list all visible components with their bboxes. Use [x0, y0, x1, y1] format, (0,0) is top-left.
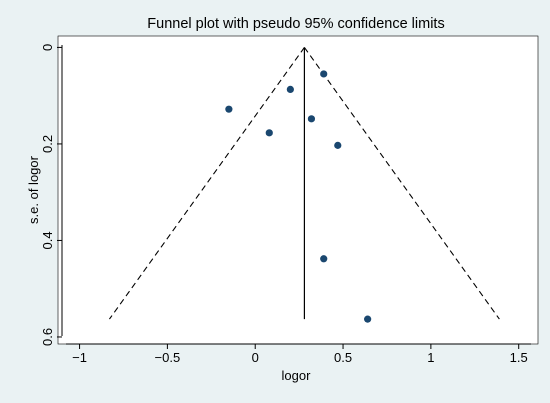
x-tick-label-3: 0.5	[334, 350, 352, 365]
data-point-7	[364, 315, 372, 323]
data-point-5	[334, 141, 342, 149]
data-point-6	[320, 255, 328, 263]
data-point-0	[320, 70, 328, 78]
plot-area	[57, 35, 539, 345]
y-tick-label-2: 0.4	[40, 231, 55, 249]
y-tick-label-0: 0	[40, 44, 55, 51]
data-point-3	[307, 115, 316, 123]
x-tick-label-4: 1	[427, 350, 434, 365]
y-tick-label-1: 0.2	[40, 135, 55, 153]
chart-title: Funnel plot with pseudo 95% confidence l…	[147, 16, 444, 32]
data-point-4	[265, 129, 273, 137]
y-axis-title: s.e. of logor	[26, 155, 41, 224]
x-tick-label-5: 1.5	[510, 350, 528, 365]
y-tick-label-3: 0.6	[40, 328, 55, 346]
lower-confidence-limit-line	[108, 47, 305, 320]
x-tick-label-1: −0.5	[155, 350, 181, 365]
x-tick-label-2: 0	[252, 350, 259, 365]
data-point-2	[225, 105, 233, 113]
data-point-1	[286, 85, 294, 93]
x-tick-label-0: −1	[72, 350, 87, 365]
upper-confidence-limit-line	[303, 47, 500, 320]
x-axis-title: logor	[282, 368, 312, 383]
chart-marks: −1 −0.5 0 0.5 1 1.5 0 0.2 0.4 0.6	[40, 44, 531, 365]
